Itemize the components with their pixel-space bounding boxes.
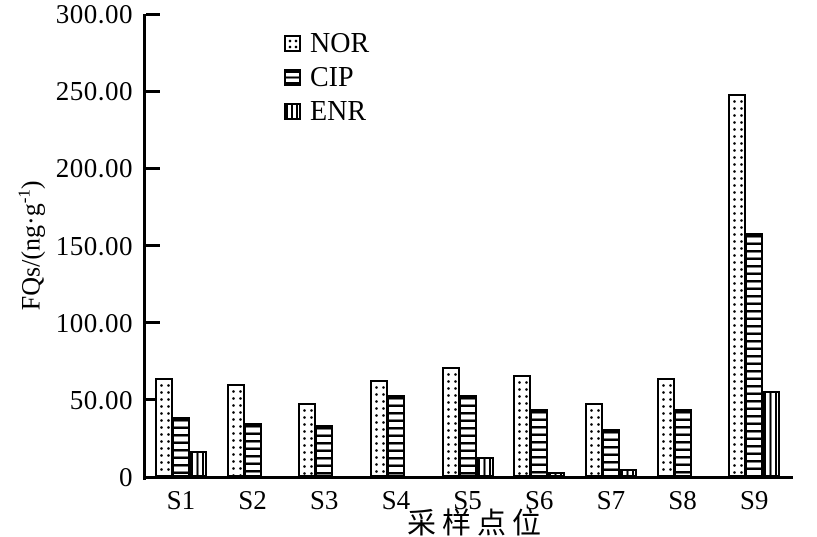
y-tick-label-200: 200.00	[55, 153, 133, 184]
y-tick-label-100: 100.00	[55, 307, 133, 338]
y-tick-100	[146, 321, 160, 325]
x-category-label-s3: S3	[309, 485, 339, 515]
legend-label-cip: CIP	[310, 61, 354, 93]
cip-pattern-swatch-icon	[284, 69, 301, 86]
y-tick-label-250: 250.00	[55, 76, 133, 107]
bar-s5-cip	[458, 395, 477, 477]
bar-s4-nor	[369, 379, 388, 477]
y-tick-label-150: 150.00	[55, 230, 133, 261]
legend-item-cip: CIP	[284, 61, 369, 93]
y-tick-label-300: 300.00	[55, 0, 133, 29]
y-tick-label-0: 0	[119, 462, 133, 492]
x-axis-line	[143, 476, 793, 479]
x-category-label-s4: S4	[381, 485, 411, 515]
y-tick-50	[146, 398, 160, 402]
x-category-label-s8: S8	[668, 485, 697, 515]
bar-s6-cip	[530, 409, 549, 477]
enr-pattern-swatch-icon	[284, 103, 301, 120]
y-axis-line	[143, 14, 146, 480]
bar-s9-enr	[762, 390, 781, 477]
legend: NOR CIP ENR	[284, 27, 370, 127]
bar-s1-nor	[154, 378, 173, 477]
nor-pattern-swatch-icon	[284, 35, 301, 52]
bar-s1-cip	[171, 416, 190, 477]
x-category-label-s7: S7	[596, 485, 626, 515]
bar-s6-nor	[513, 375, 532, 477]
y-tick-150	[146, 244, 160, 247]
bar-s4-cip	[386, 395, 405, 477]
y-tick-300	[146, 12, 160, 16]
x-category-label-s1: S1	[166, 485, 196, 515]
bar-s9-nor	[728, 94, 747, 477]
x-category-label-s5: S5	[453, 485, 482, 515]
bar-s5-nor	[441, 367, 460, 477]
x-category-label-s2: S2	[238, 485, 267, 515]
x-category-label-s6: S6	[524, 485, 554, 515]
y-tick-250	[146, 89, 160, 93]
bar-s9-cip	[745, 233, 764, 477]
bar-s7-cip	[601, 429, 620, 477]
bar-s1-enr	[188, 450, 207, 477]
legend-label-enr: ENR	[310, 95, 366, 127]
bar-s8-cip	[673, 409, 692, 477]
bar-s5-enr	[475, 456, 494, 477]
bar-s8-nor	[656, 378, 675, 477]
bar-s2-cip	[243, 422, 262, 477]
bar-s2-nor	[226, 384, 245, 477]
y-tick-label-50: 50.00	[69, 384, 133, 415]
legend-item-enr: ENR	[284, 95, 369, 127]
x-category-label-s9: S9	[739, 485, 769, 515]
y-axis-title-sup: -1	[14, 189, 34, 204]
x-axis-title: 采样点位	[406, 508, 547, 537]
bar-s3-nor	[298, 402, 317, 477]
bar-s7-nor	[584, 402, 603, 477]
legend-item-nor: NOR	[284, 27, 370, 59]
bar-s3-cip	[315, 424, 334, 477]
legend-label-nor: NOR	[310, 27, 370, 59]
y-tick-200	[146, 166, 160, 170]
